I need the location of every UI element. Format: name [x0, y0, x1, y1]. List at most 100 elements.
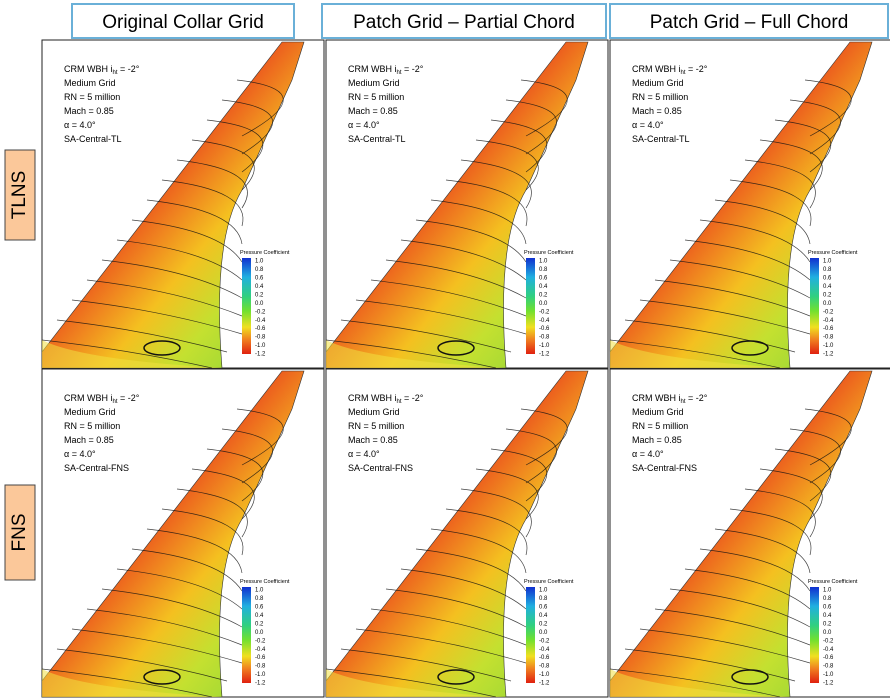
colorbar-tick-label: -0.4 — [255, 647, 266, 653]
annotation-line: SA-Central-TL — [632, 134, 690, 144]
row-label: FNS — [9, 514, 30, 552]
annotation-line: SA-Central-TL — [64, 134, 122, 144]
colorbar-tick-label: 0.0 — [539, 630, 548, 636]
colorbar-tick-label: 0.8 — [539, 596, 548, 602]
annotation-line: α = 4.0° — [64, 120, 96, 130]
streamline — [475, 468, 539, 520]
streamline — [684, 568, 811, 610]
streamline — [146, 528, 243, 574]
annotation-title-text: CRM WBH i — [632, 393, 681, 403]
streamline — [415, 548, 527, 592]
streamline — [161, 179, 244, 227]
annotation-line: α = 4.0° — [632, 449, 664, 459]
colorbar-tick-label: -0.4 — [539, 318, 550, 324]
colorbar-tick-label: -0.8 — [823, 664, 834, 670]
streamline — [639, 628, 811, 664]
streamline — [355, 299, 527, 335]
colorbar — [810, 258, 819, 354]
streamline — [86, 608, 243, 646]
wing-fairing — [326, 669, 506, 697]
colorbar-title: Pressure Coefficient — [524, 579, 574, 585]
streamline — [221, 99, 273, 155]
annotation-line: α = 4.0° — [348, 120, 380, 130]
row-label: TLNS — [9, 171, 30, 220]
vortex — [143, 340, 181, 356]
colorbar-tick-label: 0.8 — [255, 596, 264, 602]
annotation-title: CRM WBH iht = -2° — [632, 393, 708, 405]
annotation-line: RN = 5 million — [348, 92, 404, 102]
annotation-line: Mach = 0.85 — [632, 106, 682, 116]
streamline — [699, 219, 811, 263]
streamline — [56, 648, 228, 682]
vortex — [437, 340, 475, 356]
column-header: Original Collar Grid — [102, 12, 264, 33]
streamline — [669, 259, 811, 299]
colorbar-tick-label: -1.2 — [255, 352, 266, 358]
colorbar-tick-label: 0.0 — [255, 630, 264, 636]
annotation-line: RN = 5 million — [64, 92, 120, 102]
colorbar-tick-label: 0.6 — [539, 275, 548, 281]
streamline — [221, 428, 273, 484]
annotation-line: SA-Central-FNS — [64, 463, 129, 473]
streamline — [789, 428, 841, 484]
streamline — [520, 79, 568, 137]
annotation-title-end: = -2° — [118, 64, 140, 74]
streamline — [236, 79, 284, 137]
colorbar-title: Pressure Coefficient — [808, 250, 858, 256]
colorbar-tick-label: -0.2 — [255, 309, 266, 315]
streamline — [789, 99, 841, 155]
streamline — [71, 628, 243, 664]
colorbar-tick-label: 0.2 — [539, 292, 548, 298]
wing-fairing — [42, 669, 222, 697]
streamline — [131, 219, 243, 263]
annotation-line: SA-Central-FNS — [632, 463, 697, 473]
colorbar-tick-label: -0.8 — [823, 335, 834, 341]
streamline — [400, 239, 527, 281]
streamline — [445, 508, 528, 556]
colorbar-tick-label: -0.2 — [539, 638, 550, 644]
streamline — [460, 159, 532, 209]
annotation-subscript: ht — [113, 399, 118, 405]
streamline — [729, 508, 812, 556]
colorbar-tick-label: -0.2 — [823, 309, 834, 315]
streamline — [206, 448, 264, 502]
streamline — [654, 279, 811, 317]
colorbar-tick-label: 1.0 — [539, 259, 548, 265]
streamline — [236, 408, 284, 466]
streamline — [774, 448, 832, 502]
colorbar-tick-label: 0.6 — [539, 604, 548, 610]
streamline — [505, 99, 557, 155]
streamline — [191, 468, 255, 520]
colorbar-tick-label: -0.8 — [255, 335, 266, 341]
annotation-title-end: = -2° — [118, 393, 140, 403]
streamline — [490, 448, 548, 502]
colorbar-tick-label: -0.4 — [823, 647, 834, 653]
annotation-title-end: = -2° — [686, 393, 708, 403]
colorbar-title: Pressure Coefficient — [240, 579, 290, 585]
streamline — [624, 319, 796, 353]
streamline — [759, 468, 823, 520]
colorbar — [242, 258, 251, 354]
colorbar — [810, 587, 819, 683]
streamline — [714, 199, 811, 245]
annotation-line: RN = 5 million — [632, 92, 688, 102]
colorbar-tick-label: 0.4 — [255, 613, 264, 619]
annotation-line: RN = 5 million — [348, 421, 404, 431]
colorbar-tick-label: 0.0 — [539, 301, 548, 307]
colorbar-tick-label: 0.2 — [255, 621, 264, 627]
wing-surface — [41, 370, 305, 698]
streamline — [41, 339, 213, 369]
column-header: Patch Grid – Full Chord — [650, 12, 849, 33]
colorbar-tick-label: -1.2 — [823, 352, 834, 358]
wing-surface — [41, 41, 305, 369]
annotation-title: CRM WBH iht = -2° — [64, 393, 140, 405]
annotation-title: CRM WBH iht = -2° — [348, 64, 424, 76]
colorbar-tick-label: 0.2 — [823, 292, 832, 298]
header-box — [321, 3, 607, 39]
streamline — [370, 608, 527, 646]
colorbar-tick-label: -1.0 — [539, 672, 550, 678]
wing-surface — [325, 41, 589, 369]
streamline — [101, 259, 243, 299]
